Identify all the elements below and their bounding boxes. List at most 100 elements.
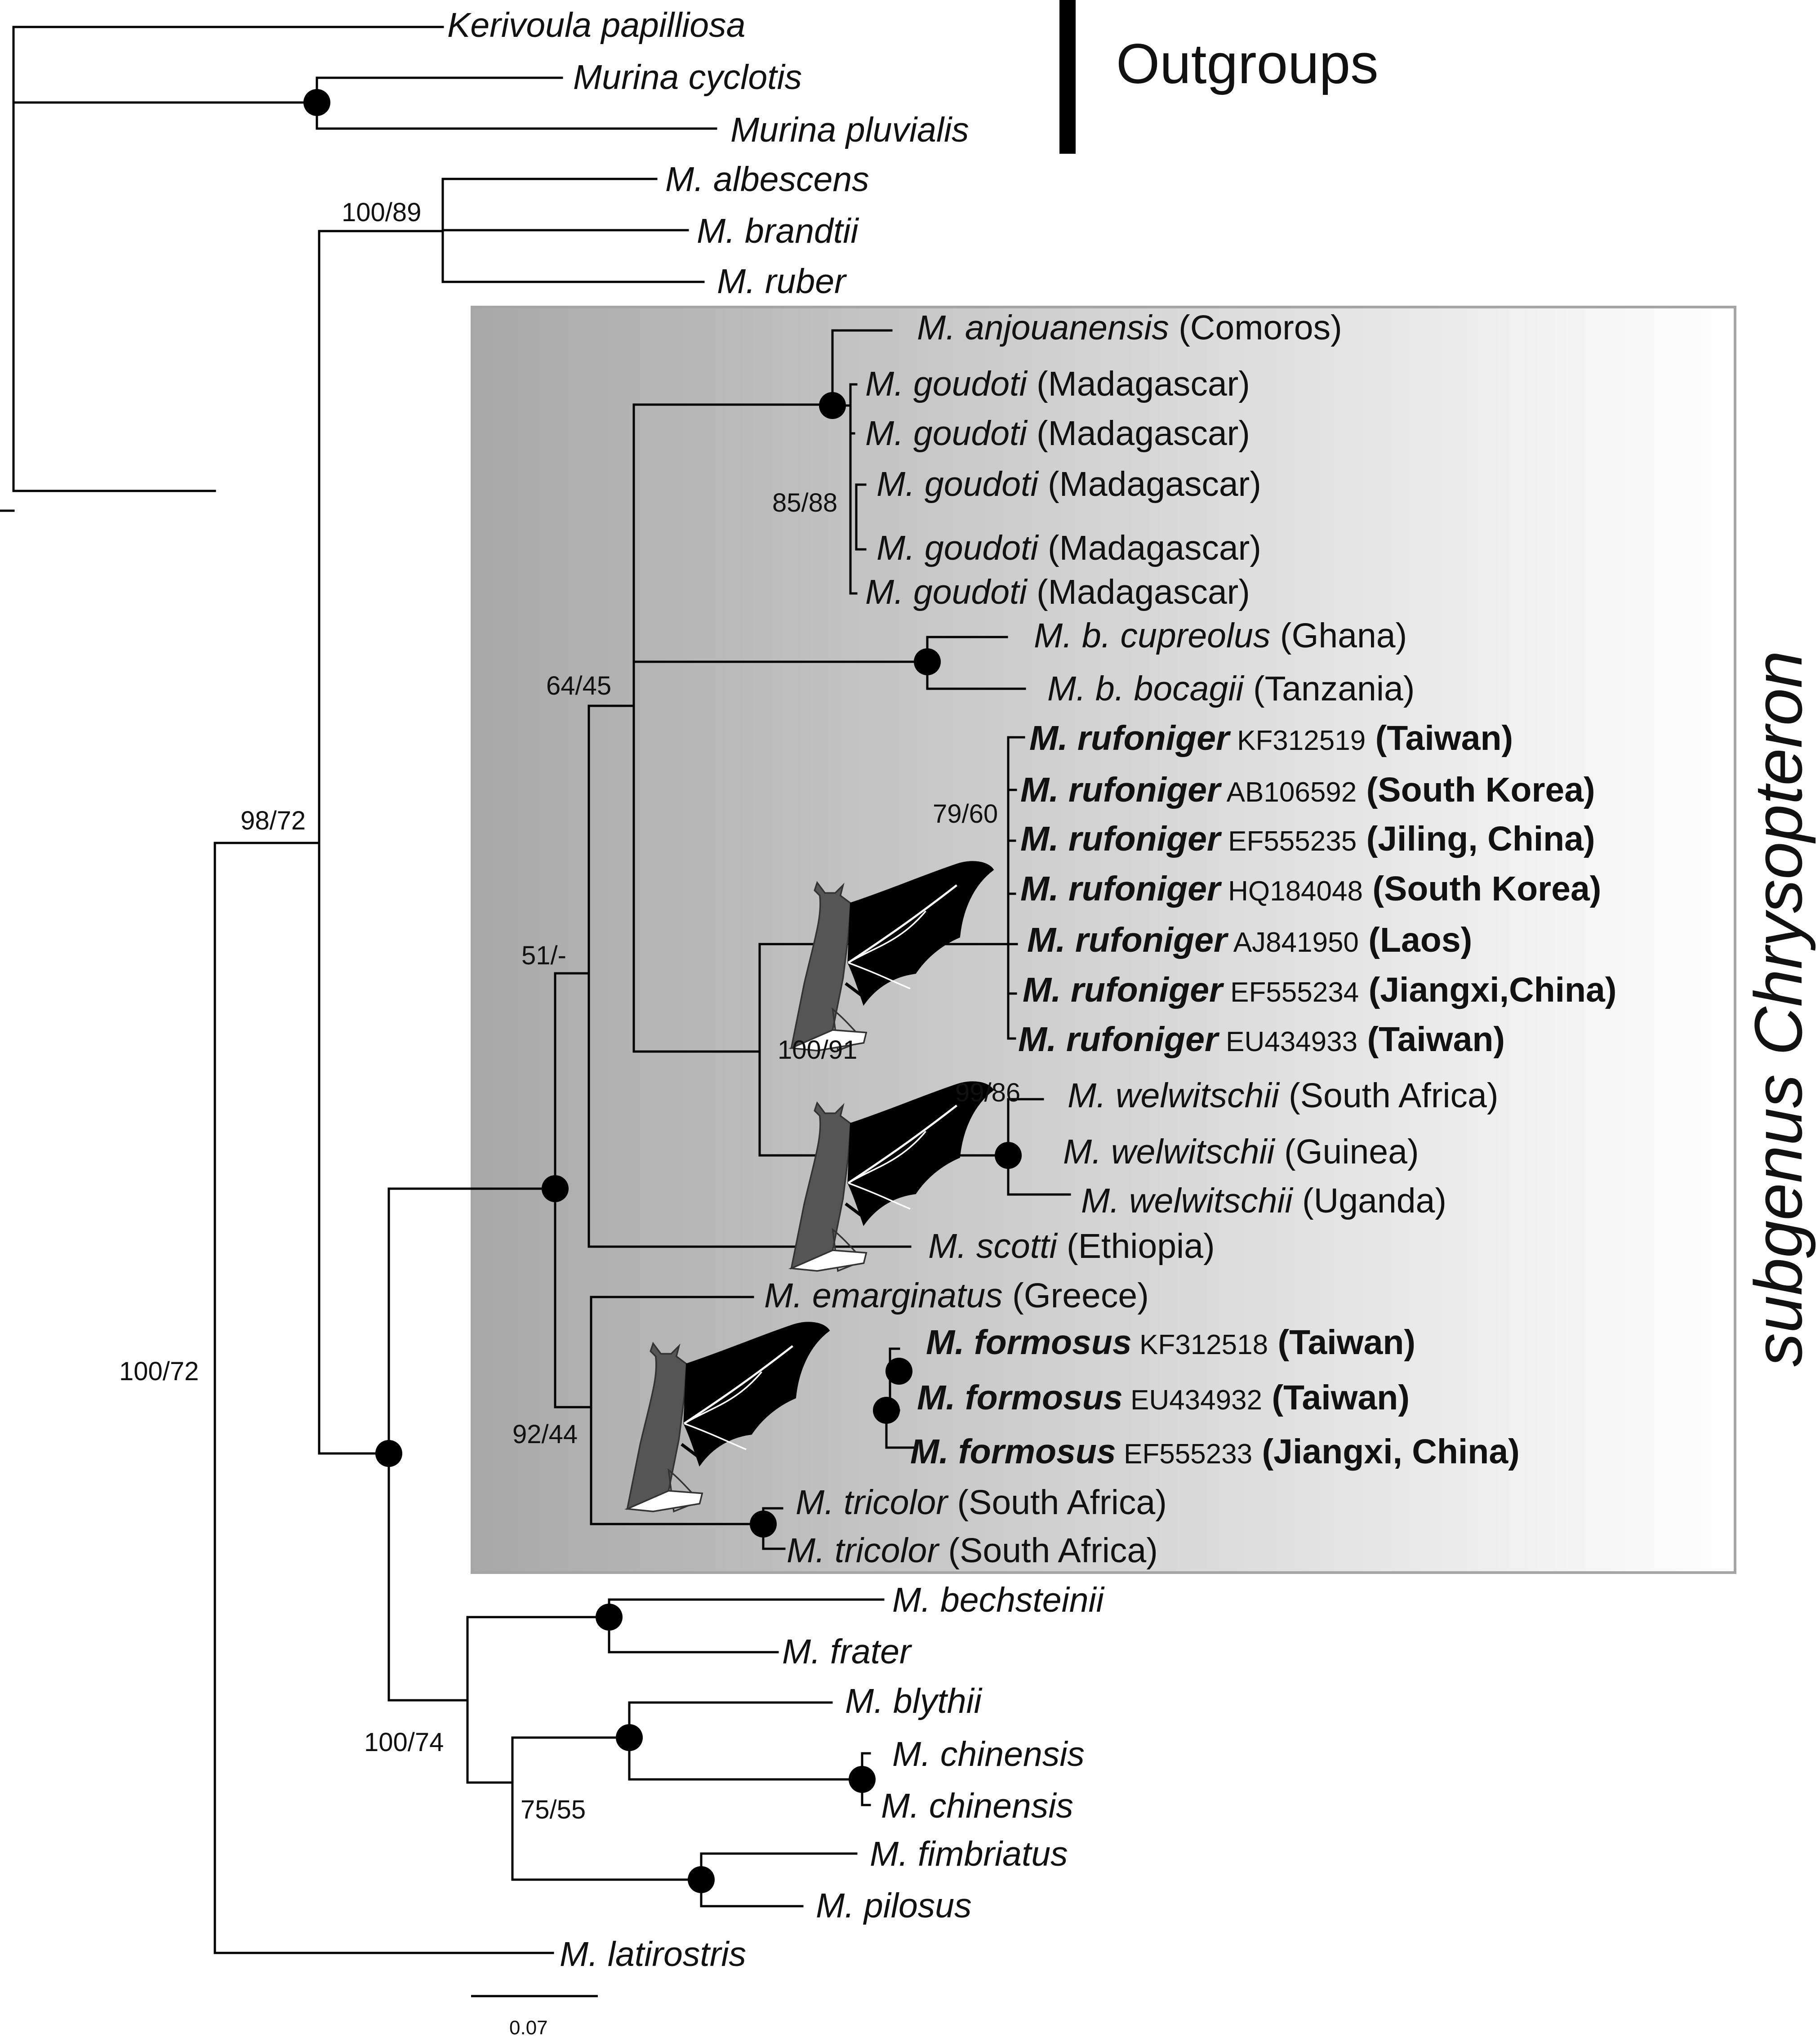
tip-sp: M. rufoniger <box>1023 971 1224 1009</box>
tip-sp: M. chinensis <box>881 1787 1073 1825</box>
tip-label-chinensis-2: M. chinensis <box>881 1787 1073 1825</box>
tip-label-rufo-6: M. rufoniger EF555234 (Jiangxi,China) <box>1023 971 1617 1009</box>
scale-bar: 0.07 <box>471 1995 598 2037</box>
tip-loc: (Ghana) <box>1270 616 1407 655</box>
tip-loc: (Jiling, China) <box>1357 820 1595 858</box>
tip-loc: (Jiangxi,China) <box>1359 971 1616 1009</box>
support-value-blythii-group: 75/55 <box>521 1795 586 1824</box>
tip-label-bocagii: M. b. bocagii (Tanzania) <box>1047 669 1415 708</box>
node-dot <box>886 1358 912 1385</box>
tip-labels: Kerivoula papilliosa Murina cyclotis Murin… <box>447 6 1617 1974</box>
tip-label-tricolor-2: M. tricolor (South Africa) <box>787 1531 1158 1570</box>
node-dot <box>616 1724 643 1751</box>
tip-label-kerivoula: Kerivoula papilliosa <box>447 6 745 45</box>
tip-label-murina-plu: Murina pluvialis <box>730 111 969 149</box>
tip-label-rufo-3: M. rufoniger EF555235 (Jiling, China) <box>1020 820 1595 858</box>
tip-label-formo-2: M. formosus EU434932 (Taiwan) <box>917 1378 1410 1417</box>
tip-acc: KF312518 <box>1132 1329 1268 1360</box>
tip-sp: M. rufoniger <box>1020 771 1222 809</box>
tip-label-latirostris: M. latirostris <box>560 1935 746 1974</box>
chrysopteron-clade-label: subgenus Chrysopteron <box>1740 651 1816 1367</box>
node-dot <box>688 1866 715 1893</box>
tip-loc: (Madagascar) <box>1027 573 1250 611</box>
tip-label-bechsteinii: M. bechsteinii <box>892 1581 1105 1619</box>
node-dots <box>303 89 1022 1893</box>
node-dot <box>375 1440 402 1467</box>
support-value-welwitschii-clade: 99/86 <box>955 1078 1020 1107</box>
tip-label-welw-2: M. welwitschii (Guinea) <box>1063 1132 1419 1171</box>
tip-label-formo-3: M. formosus EF555233 (Jiangxi, China) <box>910 1432 1520 1471</box>
tip-loc: (South Korea) <box>1357 771 1595 809</box>
tip-sp: M. welwitschii <box>1063 1132 1276 1171</box>
tip-acc: EF555235 <box>1220 826 1357 857</box>
tip-loc: (Laos) <box>1359 921 1472 959</box>
tip-label-goudoti-4: M. goudoti (Madagascar) <box>877 529 1261 567</box>
tip-sp: M. rufoniger <box>1020 869 1222 908</box>
node-dot <box>873 1397 900 1424</box>
tip-acc: AB106592 <box>1220 777 1357 808</box>
tip-loc: (Tanzania) <box>1244 669 1415 708</box>
tip-sp: M. formosus <box>910 1432 1116 1471</box>
tip-sp: M. welwitschii <box>1068 1076 1280 1115</box>
tip-loc: (Taiwan) <box>1262 1378 1410 1417</box>
tip-label-blythii: M. blythii <box>845 1682 983 1721</box>
tip-sp: Murina cyclotis <box>573 58 802 97</box>
node-dot <box>914 648 941 675</box>
tip-label-cupreolus: M. b. cupreolus (Ghana) <box>1034 616 1407 655</box>
tip-sp: M. albescens <box>665 160 869 199</box>
tip-sp: M. pilosus <box>816 1886 972 1925</box>
tip-label-fimbriatus: M. fimbriatus <box>870 1835 1068 1873</box>
tip-acc: HQ184048 <box>1220 876 1363 907</box>
tip-sp: M. brandtii <box>697 212 859 250</box>
support-value-chrysopteron-base: 92/44 <box>512 1420 578 1449</box>
tip-loc: (South Africa) <box>1279 1076 1499 1115</box>
support-values: 100/89 85/88 64/45 79/60 100/91 99/86 51/- 92/4… <box>119 198 1020 1824</box>
tip-loc: (Madagascar) <box>1038 529 1261 567</box>
tip-label-goudoti-1: M. goudoti (Madagascar) <box>865 365 1250 403</box>
support-value-rufoniger-clade: 79/60 <box>933 799 998 829</box>
tip-label-tricolor-1: M. tricolor (South Africa) <box>796 1483 1167 1522</box>
tip-sp: M. goudoti <box>865 414 1028 453</box>
tip-sp: M. b. bocagii <box>1047 669 1244 708</box>
tip-sp: M. formosus <box>917 1378 1123 1417</box>
tip-sp: M. tricolor <box>796 1483 949 1522</box>
tip-sp: M. goudoti <box>877 529 1039 567</box>
tip-label-murina-cyc: Murina cyclotis <box>573 58 802 97</box>
support-value-ingroup-root: 100/72 <box>119 1357 199 1386</box>
support-value-ingroup-a: 98/72 <box>240 806 306 835</box>
tip-acc: EU434933 <box>1218 1026 1357 1057</box>
tip-sp: M. blythii <box>845 1682 983 1721</box>
node-dot <box>596 1604 623 1631</box>
tip-loc: (Taiwan) <box>1366 719 1513 758</box>
tip-label-emarginatus: M. emarginatus (Greece) <box>764 1276 1149 1315</box>
tip-sp: M. rufoniger <box>1029 719 1231 758</box>
tip-label-rufo-2: M. rufoniger AB106592 (South Korea) <box>1020 771 1595 809</box>
tip-sp: M. goudoti <box>877 465 1039 504</box>
tip-sp: M. goudoti <box>865 573 1028 611</box>
tip-label-rufo-1: M. rufoniger KF312519 (Taiwan) <box>1029 719 1513 758</box>
tip-loc: (Greece) <box>1003 1276 1149 1315</box>
tip-acc: EU434932 <box>1123 1385 1262 1416</box>
tip-acc: EF555234 <box>1223 977 1359 1008</box>
tip-sp: M. welwitschii <box>1081 1181 1294 1220</box>
tip-sp: M. anjouanensis <box>917 308 1169 347</box>
node-dot <box>750 1511 777 1538</box>
node-dot <box>995 1142 1022 1169</box>
tip-acc: EF555233 <box>1116 1439 1252 1470</box>
tip-loc: (Jiangxi, China) <box>1252 1432 1520 1471</box>
tip-acc: AJ841950 <box>1227 927 1359 958</box>
tip-sp: M. ruber <box>717 262 847 301</box>
tip-label-pilosus: M. pilosus <box>816 1886 972 1925</box>
tip-sp: Kerivoula papilliosa <box>447 6 745 45</box>
tip-label-goudoti-3: M. goudoti (Madagascar) <box>877 465 1261 504</box>
tip-label-brandtii: M. brandtii <box>697 212 859 250</box>
tip-sp: M. rufoniger <box>1018 1020 1220 1059</box>
tip-label-goudoti-5: M. goudoti (Madagascar) <box>865 573 1250 611</box>
tip-sp: M. frater <box>782 1632 912 1671</box>
tip-sp: Murina pluvialis <box>730 111 969 149</box>
tip-acc: KF312519 <box>1229 725 1366 756</box>
support-value-goudoti-clade: 85/88 <box>772 488 837 517</box>
tip-loc: (Madagascar) <box>1038 465 1261 504</box>
scale-bar-label: 0.07 <box>509 2017 548 2037</box>
